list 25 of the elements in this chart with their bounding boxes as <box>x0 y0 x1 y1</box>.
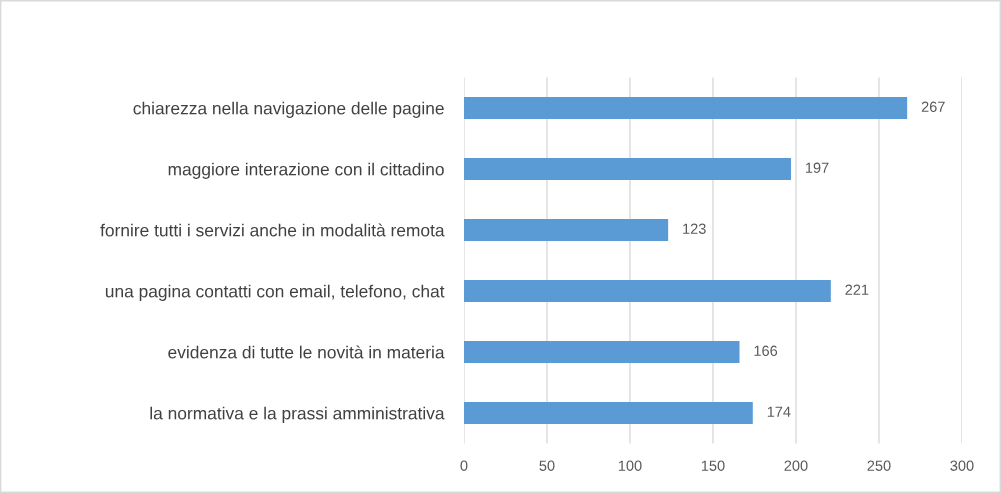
x-tick-label: 100 <box>618 460 642 471</box>
y-tick-label: maggiore interazione con il cittadino <box>168 162 444 179</box>
x-tick-label: 150 <box>701 460 725 471</box>
data-label: 197 <box>805 162 829 173</box>
data-label: 166 <box>754 345 778 356</box>
bar <box>463 219 669 241</box>
x-tick-label: 200 <box>784 460 808 471</box>
x-tick-label: 250 <box>867 460 891 471</box>
bar <box>463 158 791 180</box>
data-label: 123 <box>683 223 706 234</box>
x-tick-label: 300 <box>950 460 974 471</box>
bar <box>463 402 753 424</box>
y-tick-label: evidenza di tutte le novità in materia <box>168 345 445 359</box>
bar <box>463 341 740 363</box>
y-tick-label: una pagina contatti con email, telefono, chat <box>105 284 445 301</box>
bar <box>463 280 831 302</box>
x-tick-label: 0 <box>460 460 468 471</box>
y-tick-label: fornire tutti i servizi anche in modalità remota <box>100 223 445 237</box>
y-tick-label: la normativa e la prassi amministrativa <box>150 406 445 423</box>
data-label: 267 <box>921 101 945 112</box>
bar <box>463 97 908 119</box>
y-tick-label: chiarezza nella navigazione delle pagine <box>133 101 444 118</box>
data-label: 221 <box>845 284 869 295</box>
data-label: 174 <box>767 406 791 417</box>
x-tick-label: 50 <box>539 460 555 471</box>
